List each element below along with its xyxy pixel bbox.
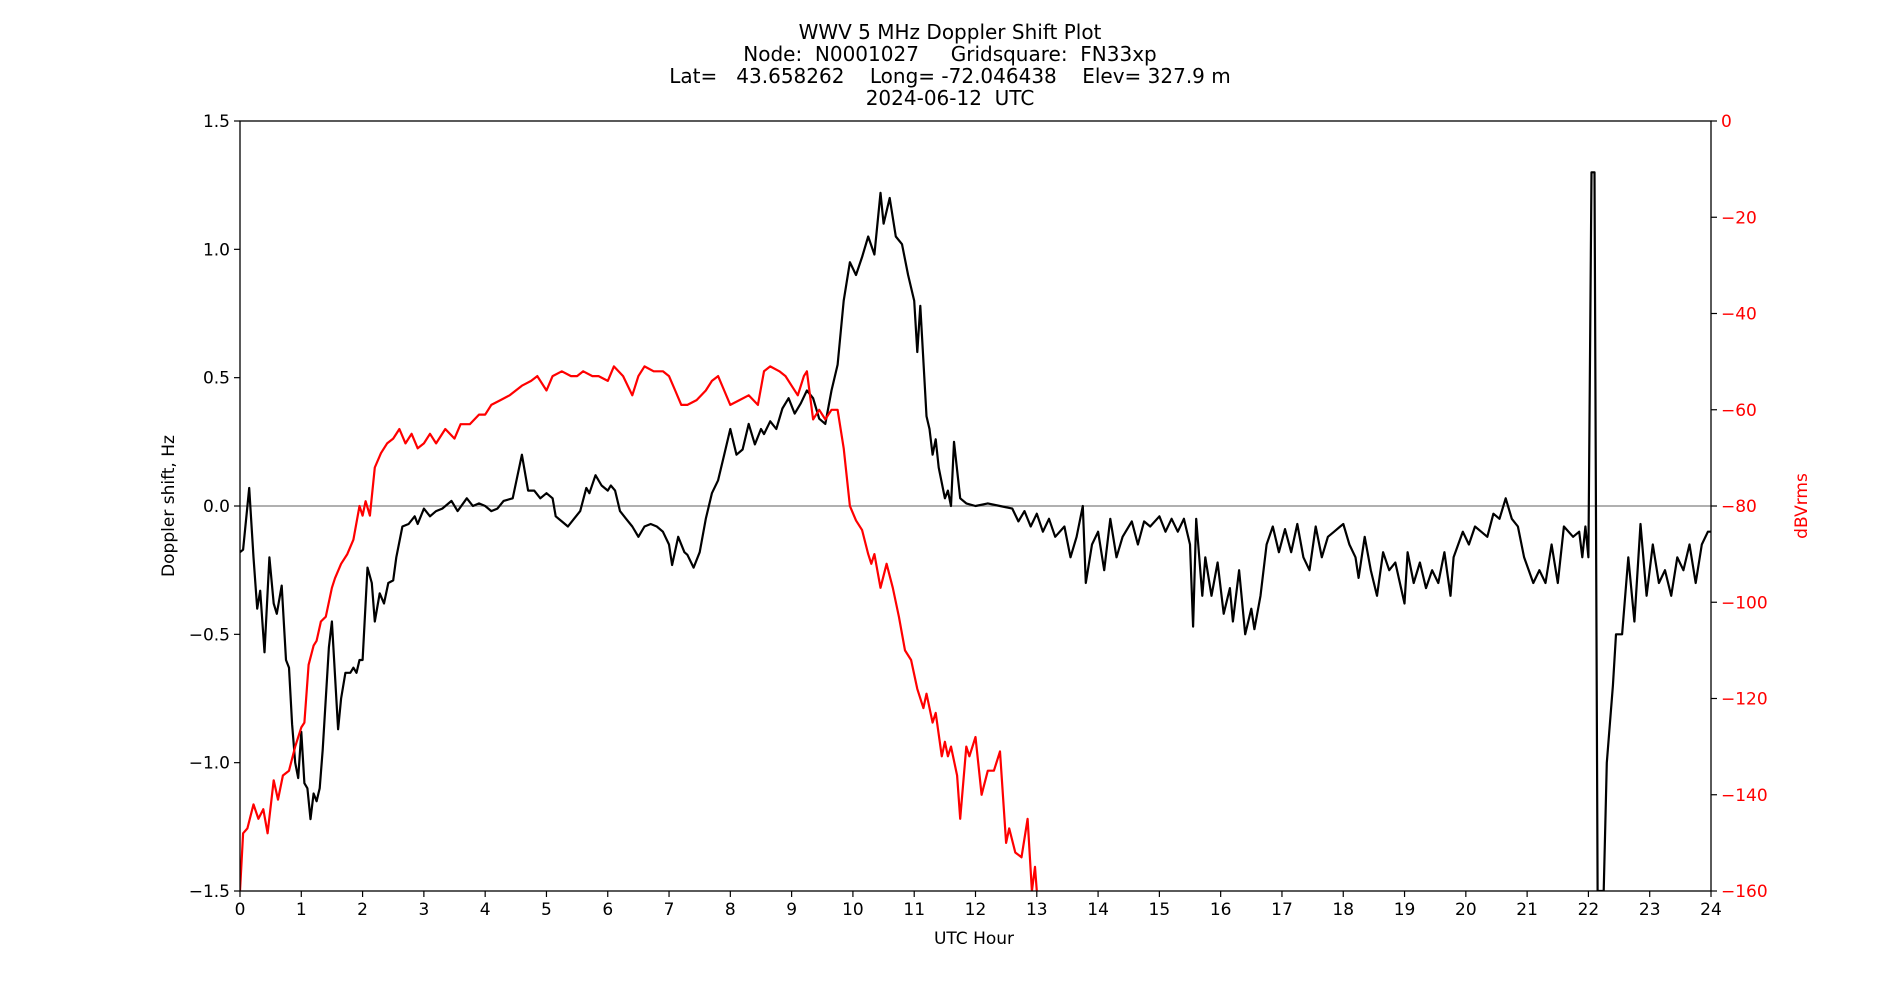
x-tick-label: 14 [1087,900,1109,920]
x-tick-label: 4 [480,900,491,920]
x-tick-label: 6 [602,900,613,920]
y-right-tick-label: −40 [1721,305,1757,325]
y-left-tick-label: 1.5 [203,112,230,132]
x-tick-label: 12 [965,900,987,920]
x-tick-label: 8 [725,900,736,920]
x-tick-label: 2 [357,900,368,920]
y-left-tick-label: −1.5 [189,882,230,902]
y-left-tick-label: 0.0 [203,497,230,517]
y-right-tick-label: −160 [1721,882,1768,902]
x-tick-label: 20 [1455,900,1477,920]
x-tick-label: 10 [842,900,864,920]
chart-subtitle-location: Lat= 43.658262 Long= -72.046438 Elev= 32… [669,64,1231,88]
y-right-tick-label: 0 [1721,112,1732,132]
chart-title-block: WWV 5 MHz Doppler Shift Plot Node: N0001… [0,21,1900,109]
x-tick-label: 24 [1700,900,1722,920]
y-right-tick-label: −120 [1721,690,1768,710]
plot-area [240,171,1711,891]
x-tick-label: 17 [1271,900,1293,920]
chart-subtitle-date: 2024-06-12 UTC [865,86,1035,110]
y-right-tick-label: −140 [1721,786,1768,806]
y-left-tick-label: 0.5 [203,369,230,389]
y-axis-right-label: dBVrms [1792,473,1812,539]
y-right-tick-label: −100 [1721,593,1768,613]
x-tick-label: 23 [1639,900,1661,920]
x-tick-label: 11 [903,900,925,920]
x-tick-label: 15 [1149,900,1171,920]
axis-ticks: 0 1 2 3 4 5 6 7 8 9 10 11 12 13 14 15 16 17 18 19 20 21 22 23 24… [189,112,1768,920]
x-tick-label: 21 [1516,900,1538,920]
x-tick-label: 0 [235,900,246,920]
chart-subtitle-node: Node: N0001027 Gridsquare: FN33xp [743,42,1157,66]
x-tick-label: 5 [541,900,552,920]
y-left-tick-label: −0.5 [189,625,230,645]
y-right-tick-label: −20 [1721,208,1757,228]
doppler-shift-series-line [240,171,1711,891]
y-axis-left-label: Doppler shift, Hz [159,435,179,577]
x-tick-label: 1 [296,900,307,920]
y-right-tick-label: −60 [1721,401,1757,421]
y-right-tick-label: −80 [1721,497,1757,517]
x-tick-label: 9 [786,900,797,920]
x-tick-label: 22 [1578,900,1600,920]
x-tick-label: 7 [664,900,675,920]
x-tick-label: 13 [1026,900,1048,920]
y-left-tick-label: 1.0 [203,240,230,260]
x-tick-label: 3 [418,900,429,920]
chart-title: WWV 5 MHz Doppler Shift Plot [798,20,1102,44]
signal-power-series-line [240,365,1038,891]
x-tick-label: 16 [1210,900,1232,920]
x-tick-label: 18 [1332,900,1354,920]
x-tick-label: 19 [1394,900,1416,920]
y-left-tick-label: −1.0 [189,754,230,774]
x-axis-label: UTC Hour [934,929,1014,949]
